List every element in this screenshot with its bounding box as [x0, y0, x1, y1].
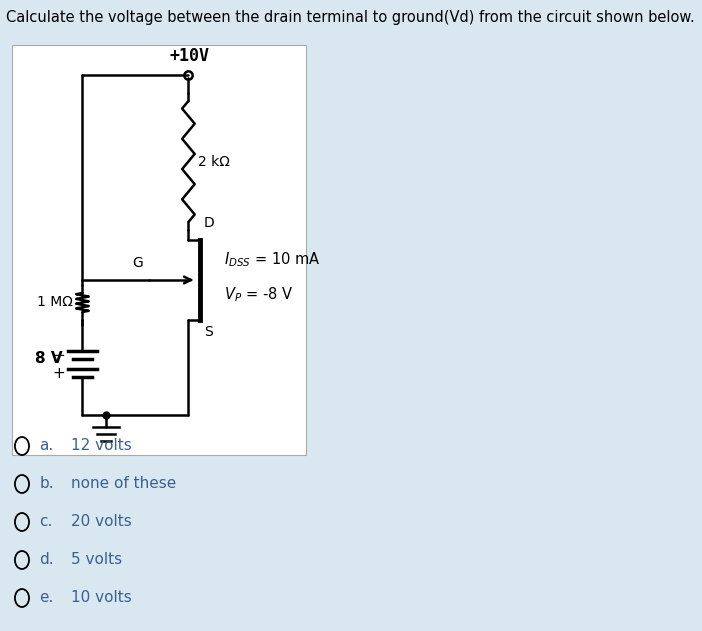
Text: a.: a. — [39, 439, 53, 454]
Text: G: G — [132, 256, 143, 270]
Text: Calculate the voltage between the drain terminal to ground(Vd) from the circuit : Calculate the voltage between the drain … — [6, 10, 695, 25]
Text: 5 volts: 5 volts — [71, 553, 121, 567]
Text: none of these: none of these — [71, 476, 176, 492]
Text: 20 volts: 20 volts — [71, 514, 131, 529]
FancyBboxPatch shape — [12, 45, 306, 455]
Text: −: − — [53, 348, 65, 362]
Text: +: + — [53, 365, 65, 380]
Text: 2 kΩ: 2 kΩ — [198, 155, 230, 168]
Text: $I_{DSS}$ = 10 mA: $I_{DSS}$ = 10 mA — [224, 251, 320, 269]
Text: 8 V: 8 V — [35, 351, 62, 366]
Text: D: D — [204, 216, 215, 230]
Text: e.: e. — [39, 591, 53, 606]
Text: 12 volts: 12 volts — [71, 439, 131, 454]
Text: +10V: +10V — [170, 47, 210, 65]
Text: d.: d. — [39, 553, 54, 567]
Text: S: S — [204, 325, 213, 339]
Text: b.: b. — [39, 476, 54, 492]
Text: 10 volts: 10 volts — [71, 591, 131, 606]
Text: $V_P$ = -8 V: $V_P$ = -8 V — [224, 286, 293, 304]
Text: c.: c. — [39, 514, 53, 529]
Text: 1 MΩ: 1 MΩ — [37, 295, 73, 309]
